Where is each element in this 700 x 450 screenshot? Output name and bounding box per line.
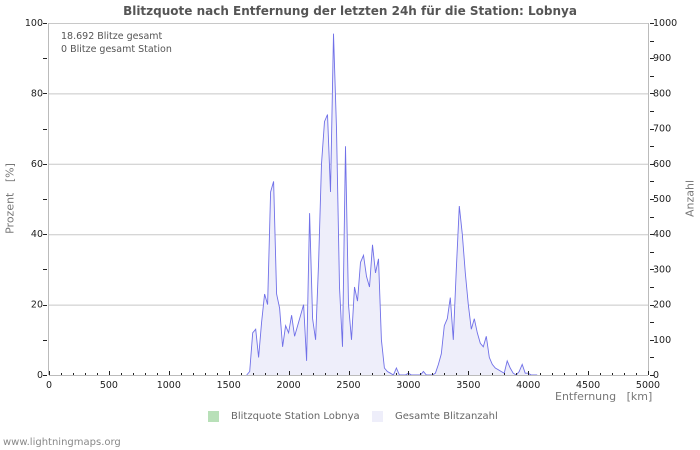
stats-box: 18.692 Blitze gesamt 0 Blitze gesamt Sta… (61, 30, 172, 56)
stats-total: 18.692 Blitze gesamt (61, 31, 163, 42)
svg-text:400: 400 (653, 229, 671, 240)
x-axis-label: Entfernung [km] (555, 390, 653, 403)
chart-title: Blitzquote nach Entfernung der letzten 2… (123, 4, 577, 18)
grid-lines (49, 23, 648, 306)
footer-link[interactable]: www.lightningmaps.org (3, 437, 121, 448)
svg-text:100: 100 (25, 18, 43, 29)
legend-label-total: Gesamte Blitzanzahl (395, 411, 498, 422)
svg-text:800: 800 (653, 88, 671, 99)
svg-text:80: 80 (31, 88, 43, 99)
tick-marks (43, 23, 654, 376)
svg-text:2000: 2000 (277, 380, 301, 391)
svg-text:1000: 1000 (157, 380, 181, 391)
svg-text:20: 20 (31, 300, 43, 311)
svg-text:300: 300 (653, 264, 671, 275)
svg-text:40: 40 (31, 229, 43, 240)
tick-labels: 0 500 1000 1500 2000 2500 3000 3500 4000 4500 5000… (25, 18, 677, 391)
svg-text:700: 700 (653, 124, 671, 135)
svg-text:1000: 1000 (653, 18, 677, 29)
svg-text:900: 900 (653, 53, 671, 64)
svg-text:4500: 4500 (576, 380, 600, 391)
legend-swatch-total (372, 411, 383, 422)
y-axis-label-left: Prozent [%] (3, 163, 17, 234)
svg-text:3500: 3500 (456, 380, 480, 391)
svg-text:600: 600 (653, 159, 671, 170)
legend-swatch-station (208, 411, 219, 422)
svg-text:4000: 4000 (516, 380, 540, 391)
legend-label-station: Blitzquote Station Lobnya (231, 411, 360, 422)
stats-station: 0 Blitze gesamt Station (61, 44, 172, 55)
svg-text:0: 0 (46, 380, 52, 391)
svg-text:60: 60 (31, 159, 43, 170)
axes (48, 23, 649, 376)
svg-text:100: 100 (653, 335, 671, 346)
svg-text:1500: 1500 (217, 380, 241, 391)
svg-text:5000: 5000 (636, 380, 660, 391)
y-axis-label-right: Anzahl (683, 179, 697, 218)
svg-text:200: 200 (653, 300, 671, 311)
svg-text:0: 0 (37, 370, 43, 381)
blitzanzahl-area (246, 33, 538, 376)
svg-text:2500: 2500 (336, 380, 360, 391)
svg-text:500: 500 (653, 194, 671, 205)
svg-text:3000: 3000 (396, 380, 420, 391)
svg-text:500: 500 (100, 380, 118, 391)
svg-text:0: 0 (653, 370, 659, 381)
